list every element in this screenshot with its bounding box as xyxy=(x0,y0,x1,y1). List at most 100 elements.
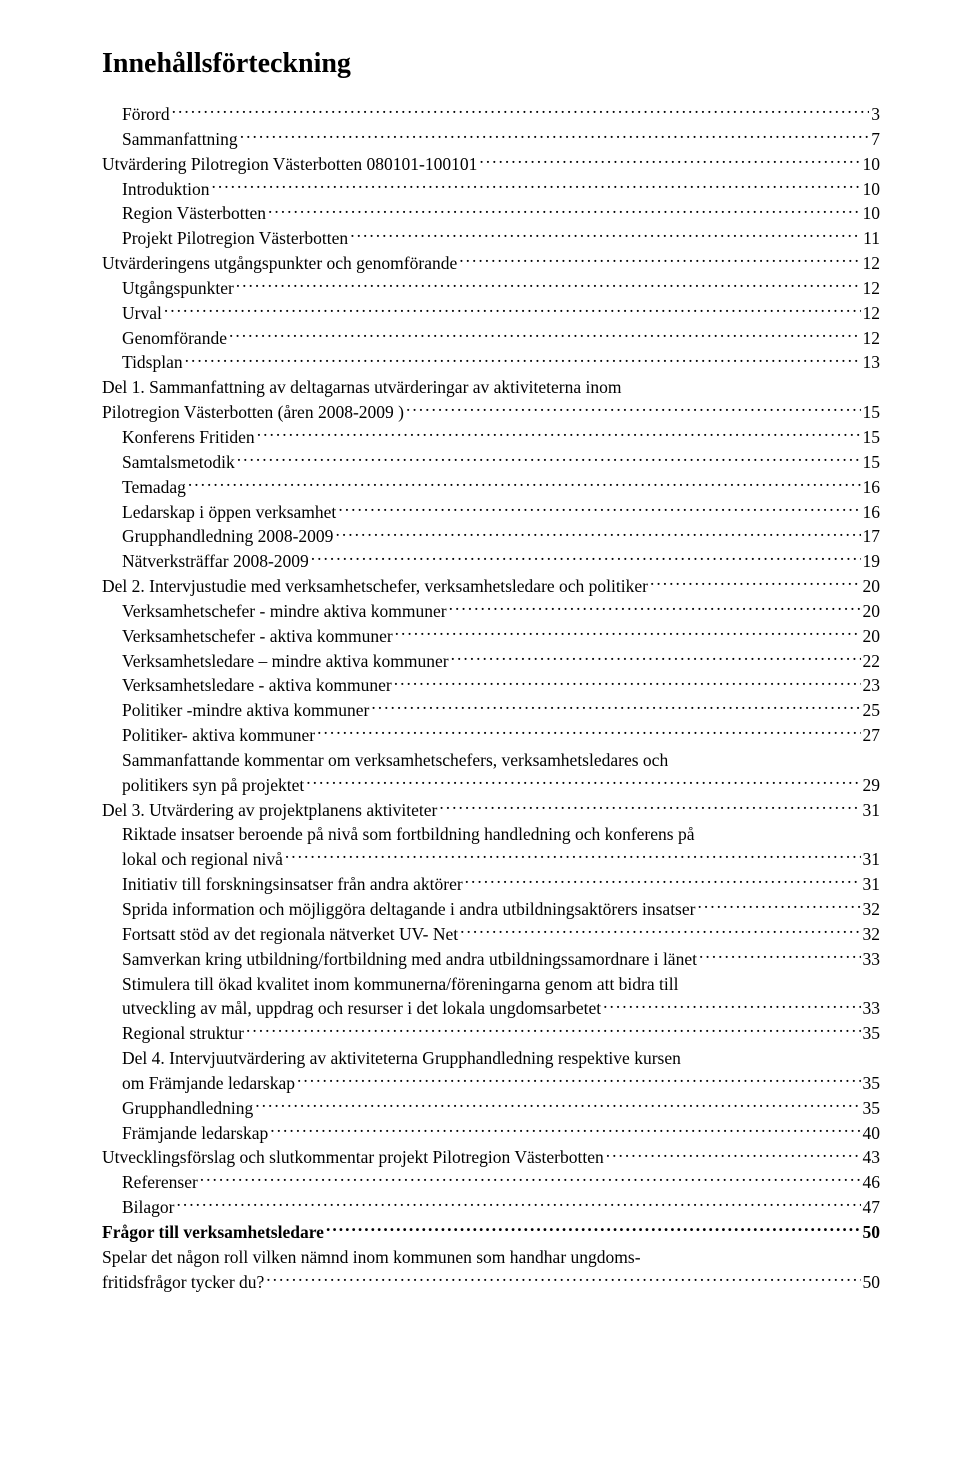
toc-entry-page: 3 xyxy=(871,102,880,127)
toc-entry-page: 33 xyxy=(863,996,881,1021)
toc-entry-page: 35 xyxy=(863,1021,881,1046)
toc-leader-dots xyxy=(200,1171,861,1189)
toc-entry-label: Främjande ledarskap xyxy=(122,1121,268,1146)
toc-entry: Utgångspunkter12 xyxy=(102,276,880,301)
toc-entry-label: Verksamhetsledare - aktiva kommuner xyxy=(122,673,392,698)
toc-entry-page: 10 xyxy=(863,152,881,177)
toc-leader-dots xyxy=(266,1270,860,1288)
toc-entry-page: 25 xyxy=(863,698,881,723)
toc-entry-label: Utvärderingens utgångspunkter och genomf… xyxy=(102,251,457,276)
toc-entry-label: Del 3. Utvärdering av projektplanens akt… xyxy=(102,798,437,823)
toc-entry: Genomförande12 xyxy=(102,326,880,351)
toc-entry: utveckling av mål, uppdrag och resurser … xyxy=(102,996,880,1021)
toc-entry: Temadag16 xyxy=(102,475,880,500)
toc-leader-dots xyxy=(395,624,861,642)
toc-entry-label: politikers syn på projektet xyxy=(122,773,304,798)
toc-entry-label: Initiativ till forskningsinsatser från a… xyxy=(122,872,463,897)
toc-entry-page: 20 xyxy=(863,574,881,599)
toc-entry-page: 12 xyxy=(863,301,881,326)
toc-entry: Regional struktur 35 xyxy=(102,1021,880,1046)
toc-entry-page: 35 xyxy=(863,1071,881,1096)
toc-entry: Sammanfattning7 xyxy=(102,127,880,152)
toc-entry-page: 27 xyxy=(863,723,881,748)
toc-leader-dots xyxy=(650,575,861,593)
toc-leader-dots xyxy=(338,500,860,518)
toc-entry: Verksamhetsledare - aktiva kommuner 23 xyxy=(102,673,880,698)
toc-entry-label: fritidsfrågor tycker du? xyxy=(102,1270,264,1295)
toc-entry-label: Förord xyxy=(122,102,170,127)
toc-entry-page: 17 xyxy=(863,524,881,549)
toc-entry-label: Politiker- aktiva kommuner xyxy=(122,723,315,748)
toc-entry-label: Tidsplan xyxy=(122,350,183,375)
toc-leader-dots xyxy=(270,1121,860,1139)
toc-entry-page: 12 xyxy=(863,326,881,351)
toc-entry-label: Referenser xyxy=(122,1170,198,1195)
toc-entry: Del 1. Sammanfattning av deltagarnas utv… xyxy=(102,375,880,400)
toc-entry: Grupphandledning35 xyxy=(102,1096,880,1121)
toc-entry-label: Samtalsmetodik xyxy=(122,450,235,475)
toc-leader-dots xyxy=(185,351,861,369)
toc-entry: politikers syn på projektet29 xyxy=(102,773,880,798)
toc-entry-label: Frågor till verksamhetsledare xyxy=(102,1220,324,1245)
toc-leader-dots xyxy=(371,699,860,717)
toc-leader-dots xyxy=(188,475,861,493)
toc-entry: Utvärderingens utgångspunkter och genomf… xyxy=(102,251,880,276)
toc-leader-dots xyxy=(350,227,861,245)
toc-entry-page: 40 xyxy=(863,1121,881,1146)
toc-entry-label: Konferens Fritiden xyxy=(122,425,255,450)
toc-entry-label: Riktade insatser beroende på nivå som fo… xyxy=(122,822,694,847)
toc-entry-label: om Främjande ledarskap xyxy=(122,1071,295,1096)
toc-entry-page: 22 xyxy=(863,649,881,674)
toc-entry-label: Del 1. Sammanfattning av deltagarnas utv… xyxy=(102,375,621,400)
toc-entry: Urval12 xyxy=(102,301,880,326)
toc-leader-dots xyxy=(240,127,870,145)
toc-entry: Konferens Fritiden 15 xyxy=(102,425,880,450)
toc-entry: fritidsfrågor tycker du? 50 xyxy=(102,1270,880,1295)
toc-leader-dots xyxy=(406,401,861,419)
toc-entry: Spelar det någon roll vilken nämnd inom … xyxy=(102,1245,880,1270)
toc-entry-page: 31 xyxy=(863,798,881,823)
toc-leader-dots xyxy=(268,202,860,220)
toc-entry: Förord 3 xyxy=(102,102,880,127)
toc-entry-page: 10 xyxy=(863,201,881,226)
toc-leader-dots xyxy=(177,1196,861,1214)
toc-leader-dots xyxy=(439,798,860,816)
toc-entry-page: 31 xyxy=(863,847,881,872)
toc-entry-label: Sprida information och möjliggöra deltag… xyxy=(122,897,695,922)
toc-entry-label: Bilagor xyxy=(122,1195,175,1220)
toc-entry-page: 23 xyxy=(863,673,881,698)
toc-entry-label: Verksamhetschefer - aktiva kommuner xyxy=(122,624,393,649)
toc-entry: Del 2. Intervjustudie med verksamhetsche… xyxy=(102,574,880,599)
toc-entry-page: 50 xyxy=(863,1270,881,1295)
toc-entry-label: Ledarskap i öppen verksamhet xyxy=(122,500,336,525)
toc-entry-page: 43 xyxy=(863,1145,881,1170)
toc-entry-page: 16 xyxy=(863,500,881,525)
toc-entry-page: 10 xyxy=(863,177,881,202)
toc-entry: Grupphandledning 2008-200917 xyxy=(102,524,880,549)
toc-entry: Utvecklingsförslag och slutkommentar pro… xyxy=(102,1145,880,1170)
toc-entry-label: Introduktion xyxy=(122,177,210,202)
toc-leader-dots xyxy=(603,997,860,1015)
toc-entry: om Främjande ledarskap 35 xyxy=(102,1071,880,1096)
toc-entry-label: Regional struktur xyxy=(122,1021,244,1046)
toc-entry-label: Fortsatt stöd av det regionala nätverket… xyxy=(122,922,458,947)
toc-entry-page: 12 xyxy=(863,251,881,276)
toc-entry: Främjande ledarskap 40 xyxy=(102,1121,880,1146)
toc-entry: Referenser46 xyxy=(102,1170,880,1195)
toc-entry: Riktade insatser beroende på nivå som fo… xyxy=(102,822,880,847)
toc-entry-label: Spelar det någon roll vilken nämnd inom … xyxy=(102,1245,641,1270)
toc-entry-label: Utvecklingsförslag och slutkommentar pro… xyxy=(102,1145,604,1170)
toc-entry-label: Samverkan kring utbildning/fortbildning … xyxy=(122,947,697,972)
toc-entry-label: Projekt Pilotregion Västerbotten xyxy=(122,226,348,251)
toc-entry-label: Utgångspunkter xyxy=(122,276,234,301)
toc-entry: Verksamhetschefer - aktiva kommuner20 xyxy=(102,624,880,649)
toc-leader-dots xyxy=(317,724,860,742)
toc-entry-page: 15 xyxy=(863,425,881,450)
toc-entry: Frågor till verksamhetsledare50 xyxy=(102,1220,880,1245)
toc-leader-dots xyxy=(451,649,861,667)
toc-entry: Region Västerbotten10 xyxy=(102,201,880,226)
toc-leader-dots xyxy=(306,773,860,791)
toc-entry-page: 35 xyxy=(863,1096,881,1121)
toc-entry-label: Sammanfattning xyxy=(122,127,238,152)
toc-entry: Del 4. Intervjuutvärdering av aktivitete… xyxy=(102,1046,880,1071)
